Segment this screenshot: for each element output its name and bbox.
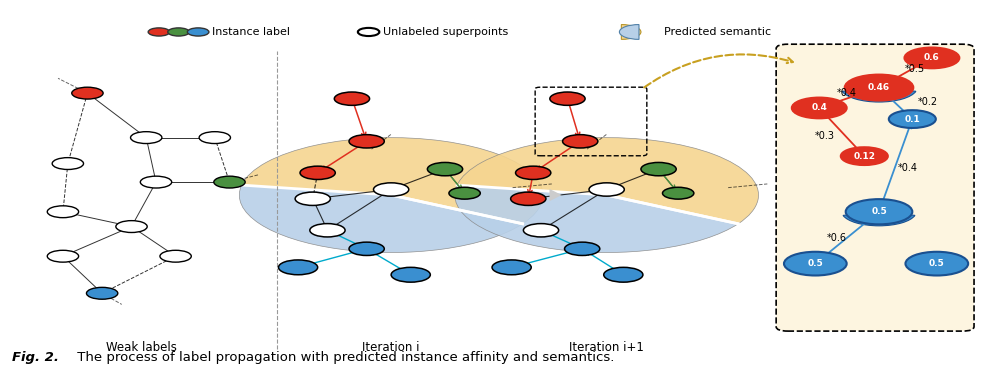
Circle shape — [791, 97, 847, 118]
Circle shape — [449, 187, 480, 199]
Circle shape — [47, 206, 79, 218]
Text: Iteration i: Iteration i — [363, 341, 420, 354]
Circle shape — [589, 183, 624, 196]
Wedge shape — [457, 138, 759, 224]
Circle shape — [373, 183, 409, 196]
FancyBboxPatch shape — [777, 44, 974, 331]
Circle shape — [295, 192, 330, 205]
Circle shape — [905, 252, 968, 276]
Text: The process of label propagation with predicted instance affinity and semantics.: The process of label propagation with pr… — [73, 351, 615, 365]
Circle shape — [168, 28, 190, 36]
Text: 0.6: 0.6 — [924, 53, 940, 63]
Circle shape — [310, 224, 345, 237]
Wedge shape — [239, 185, 523, 252]
Text: *0.4: *0.4 — [837, 88, 857, 98]
Circle shape — [52, 158, 84, 169]
Circle shape — [87, 287, 118, 299]
Circle shape — [564, 242, 600, 255]
Circle shape — [524, 224, 558, 237]
Circle shape — [604, 267, 643, 282]
Text: Fig. 2.: Fig. 2. — [12, 351, 59, 365]
Circle shape — [641, 163, 676, 176]
Circle shape — [511, 192, 546, 205]
Text: Unlabeled superpoints: Unlabeled superpoints — [383, 27, 509, 37]
Text: Weak labels: Weak labels — [106, 341, 177, 354]
Wedge shape — [619, 25, 639, 39]
Text: 0.1: 0.1 — [904, 114, 920, 124]
Circle shape — [200, 132, 230, 144]
Circle shape — [188, 28, 208, 36]
Text: 0.5: 0.5 — [871, 207, 887, 216]
Circle shape — [428, 163, 462, 176]
Circle shape — [358, 28, 379, 36]
Circle shape — [47, 250, 79, 262]
Circle shape — [889, 110, 936, 128]
Wedge shape — [842, 88, 916, 102]
Circle shape — [148, 28, 170, 36]
Text: *0.5: *0.5 — [905, 64, 926, 74]
Circle shape — [846, 199, 912, 224]
Text: 0.4: 0.4 — [811, 103, 827, 113]
Text: Instance label: Instance label — [211, 27, 289, 37]
Circle shape — [391, 267, 431, 282]
Wedge shape — [621, 25, 641, 39]
Text: *0.3: *0.3 — [815, 131, 835, 141]
Circle shape — [550, 92, 585, 105]
Circle shape — [300, 166, 335, 180]
Circle shape — [841, 147, 888, 165]
Text: *0.6: *0.6 — [827, 233, 847, 243]
Circle shape — [160, 250, 192, 262]
Circle shape — [279, 260, 318, 275]
Circle shape — [845, 75, 913, 100]
Text: 0.12: 0.12 — [854, 152, 875, 161]
Text: Predicted semantic: Predicted semantic — [665, 27, 772, 37]
Circle shape — [334, 92, 370, 105]
Text: *0.2: *0.2 — [918, 97, 938, 107]
Text: 0.5: 0.5 — [929, 259, 945, 268]
Circle shape — [72, 87, 103, 99]
Circle shape — [516, 166, 551, 180]
Text: Iteration i+1: Iteration i+1 — [569, 341, 644, 354]
Circle shape — [663, 187, 694, 199]
Wedge shape — [242, 138, 543, 224]
Circle shape — [130, 132, 162, 144]
Circle shape — [904, 47, 959, 68]
Circle shape — [140, 176, 172, 188]
Text: 0.46: 0.46 — [867, 83, 890, 92]
Circle shape — [213, 176, 245, 188]
Text: *0.4: *0.4 — [897, 163, 918, 173]
Circle shape — [784, 252, 847, 276]
Wedge shape — [843, 212, 915, 226]
Circle shape — [349, 242, 384, 255]
Wedge shape — [454, 185, 738, 252]
Text: 0.5: 0.5 — [807, 259, 823, 268]
Circle shape — [349, 135, 384, 148]
Circle shape — [116, 221, 147, 232]
Circle shape — [562, 135, 598, 148]
Circle shape — [492, 260, 532, 275]
